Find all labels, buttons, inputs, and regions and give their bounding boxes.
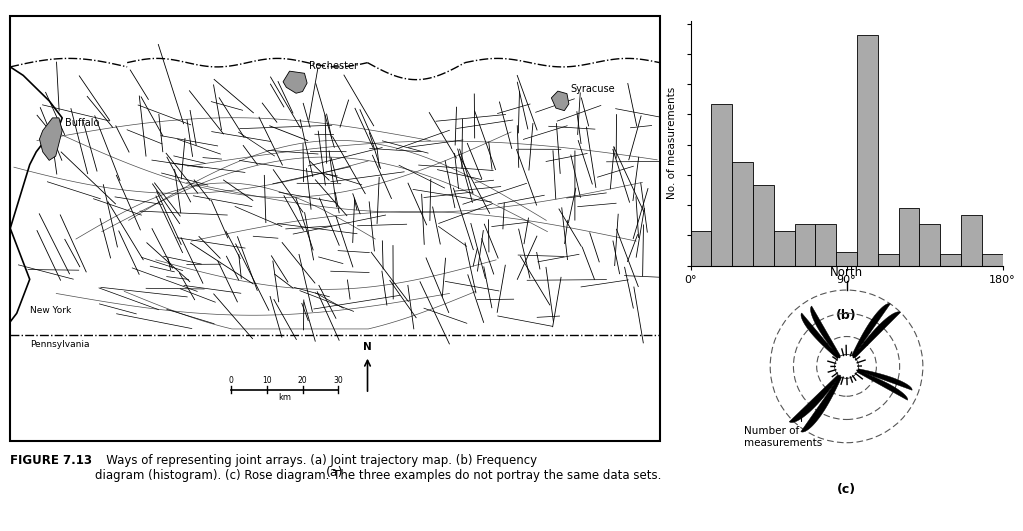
Text: (a): (a) <box>326 466 344 479</box>
Bar <box>940 254 961 266</box>
Bar <box>961 215 982 266</box>
Bar <box>836 252 857 266</box>
Bar <box>920 224 940 266</box>
Polygon shape <box>40 118 62 160</box>
Polygon shape <box>847 304 900 366</box>
Text: Ways of representing joint arrays. (a) Joint trajectory map. (b) Frequency
diagr: Ways of representing joint arrays. (a) J… <box>95 454 662 482</box>
Circle shape <box>837 356 856 376</box>
Y-axis label: No. of measurements: No. of measurements <box>667 87 677 200</box>
Text: 0: 0 <box>229 376 233 386</box>
Bar <box>898 208 920 266</box>
Bar <box>711 104 732 266</box>
Text: N: N <box>363 341 372 352</box>
Polygon shape <box>551 91 569 110</box>
Circle shape <box>835 355 858 378</box>
Text: 30: 30 <box>333 376 343 386</box>
Bar <box>857 35 878 266</box>
Text: Number of
measurements: Number of measurements <box>744 410 821 448</box>
Text: Syracuse: Syracuse <box>570 83 615 93</box>
Text: (c): (c) <box>837 483 856 496</box>
Text: 10: 10 <box>262 376 272 386</box>
Text: Pennsylvania: Pennsylvania <box>30 340 89 349</box>
Text: New York: New York <box>30 306 71 315</box>
Polygon shape <box>847 366 913 400</box>
Bar <box>691 231 711 266</box>
Bar <box>732 162 753 266</box>
Text: North: North <box>830 266 863 279</box>
Polygon shape <box>283 71 307 93</box>
Polygon shape <box>801 306 847 366</box>
Bar <box>815 224 836 266</box>
Text: FIGURE 7.13: FIGURE 7.13 <box>10 454 92 467</box>
Bar <box>982 254 1003 266</box>
Text: Rochester: Rochester <box>309 61 358 71</box>
Text: 20: 20 <box>298 376 307 386</box>
Text: Buffalo: Buffalo <box>65 118 100 129</box>
Bar <box>795 224 815 266</box>
Text: (b): (b) <box>836 310 857 322</box>
Bar <box>773 231 795 266</box>
Bar <box>753 185 773 266</box>
Bar <box>878 254 898 266</box>
Polygon shape <box>789 366 847 432</box>
Text: km: km <box>278 393 292 402</box>
